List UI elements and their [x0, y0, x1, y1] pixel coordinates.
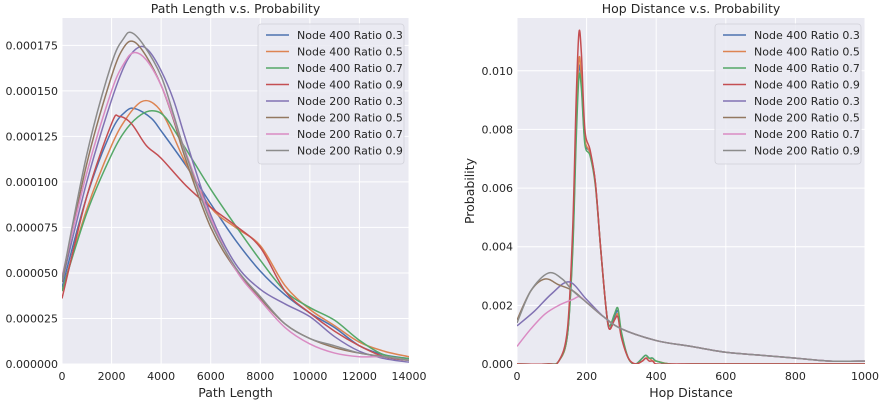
legend-label: Node 200 Ratio 0.5	[297, 112, 403, 125]
x-tick-label: 600	[715, 370, 736, 383]
legend-box	[714, 23, 862, 165]
legend-item: Node 200 Ratio 0.3	[266, 95, 403, 108]
y-tick-label: 0.000050	[6, 267, 59, 280]
y-tick-label: 0.010	[482, 65, 514, 78]
legend-item: Node 200 Ratio 0.3	[723, 95, 860, 108]
legend-label: Node 200 Ratio 0.7	[297, 128, 403, 141]
legend-label: Node 200 Ratio 0.3	[297, 95, 403, 108]
legend-label: Node 400 Ratio 0.9	[754, 79, 860, 92]
legend-item: Node 400 Ratio 0.5	[723, 46, 860, 59]
legend-item: Node 200 Ratio 0.5	[723, 112, 860, 125]
series-lines	[517, 29, 865, 364]
legend-label: Node 200 Ratio 0.7	[754, 128, 860, 141]
legend-label: Node 200 Ratio 0.5	[754, 112, 860, 125]
x-axis-label: Hop Distance	[649, 385, 733, 400]
legend-label: Node 400 Ratio 0.7	[297, 62, 403, 75]
legend-item: Node 400 Ratio 0.7	[266, 62, 403, 75]
x-tick-label: 1000	[851, 370, 879, 383]
series-lines	[62, 31, 409, 363]
legend-label: Node 200 Ratio 0.9	[297, 145, 403, 158]
legend: Node 400 Ratio 0.3 Node 400 Ratio 0.5 Node…	[257, 23, 405, 165]
chart-title: Path Length v.s. Probability	[151, 1, 321, 16]
series-line-node-400-ratio-0-7	[517, 72, 865, 364]
y-tick-label: 0.000175	[6, 39, 59, 52]
legend-label: Node 400 Ratio 0.3	[754, 29, 860, 42]
legend-label: Node 400 Ratio 0.5	[297, 46, 403, 59]
legend-item: Node 400 Ratio 0.9	[266, 79, 403, 92]
y-tick-label: 0.000000	[6, 358, 59, 371]
series-line-node-400-ratio-0-7	[62, 109, 409, 360]
y-tick-label: 0.000	[482, 358, 514, 371]
legend-item: Node 400 Ratio 0.7	[723, 62, 860, 75]
legend-item: Node 200 Ratio 0.7	[723, 128, 860, 141]
legend-item: Node 200 Ratio 0.9	[266, 145, 403, 158]
x-tick-label: 200	[576, 370, 597, 383]
x-tick-label: 0	[59, 370, 66, 383]
legend-item: Node 200 Ratio 0.5	[266, 112, 403, 125]
y-axis-label: Probability	[462, 157, 477, 224]
x-tick-label: 8000	[246, 370, 274, 383]
y-tick-label: 0.008	[482, 123, 514, 136]
x-tick-label: 0	[514, 370, 521, 383]
legend-box	[257, 23, 405, 165]
y-tick-label: 0.000100	[6, 176, 59, 189]
x-tick-label: 4000	[147, 370, 175, 383]
y-tick-label: 0.000150	[6, 85, 59, 98]
series-line-node-200-ratio-0-9	[517, 271, 865, 363]
legend-label: Node 400 Ratio 0.7	[754, 62, 860, 75]
legend-label: Node 200 Ratio 0.9	[754, 145, 860, 158]
chart-panel-1: 0 2000 4000 6000 8000 10000 12000 14000 0.000000…	[6, 1, 427, 400]
legend-item: Node 400 Ratio 0.9	[723, 79, 860, 92]
series-line-node-200-ratio-0-7	[62, 51, 409, 362]
x-tick-label: 6000	[197, 370, 225, 383]
series-line-node-200-ratio-0-9	[62, 31, 409, 362]
x-tick-label: 12000	[342, 370, 377, 383]
chart-title: Hop Distance v.s. Probability	[602, 1, 781, 16]
legend-label: Node 400 Ratio 0.5	[754, 46, 860, 59]
x-tick-label: 400	[646, 370, 667, 383]
legend: Node 400 Ratio 0.3 Node 400 Ratio 0.5 Node…	[714, 23, 862, 165]
legend-item: Node 400 Ratio 0.3	[266, 29, 403, 42]
legend-label: Node 400 Ratio 0.9	[297, 79, 403, 92]
y-tick-label: 0.006	[482, 182, 514, 195]
x-tick-label: 2000	[98, 370, 126, 383]
series-line-node-200-ratio-0-3	[62, 45, 409, 363]
legend-item: Node 200 Ratio 0.9	[723, 145, 860, 158]
legend-item: Node 200 Ratio 0.7	[266, 128, 403, 141]
legend-label: Node 200 Ratio 0.3	[754, 95, 860, 108]
legend-label: Node 400 Ratio 0.3	[297, 29, 403, 42]
x-tick-label: 14000	[392, 370, 427, 383]
x-axis-label: Path Length	[198, 385, 273, 400]
series-line-node-400-ratio-0-3	[62, 107, 409, 360]
legend-item: Node 400 Ratio 0.5	[266, 46, 403, 59]
y-tick-label: 0.002	[482, 299, 514, 312]
series-line-node-200-ratio-0-5	[62, 40, 409, 362]
x-tick-label: 10000	[292, 370, 327, 383]
y-tick-label: 0.000025	[6, 312, 59, 325]
chart-panel-2: 0 200 400 600 800 1000 0.000 0.002 0.004 0.006 0.0…	[462, 1, 879, 400]
legend-item: Node 400 Ratio 0.3	[723, 29, 860, 42]
x-tick-label: 800	[785, 370, 806, 383]
y-tick-label: 0.004	[482, 241, 514, 254]
y-tick-label: 0.000125	[6, 130, 59, 143]
y-tick-label: 0.000075	[6, 221, 59, 234]
